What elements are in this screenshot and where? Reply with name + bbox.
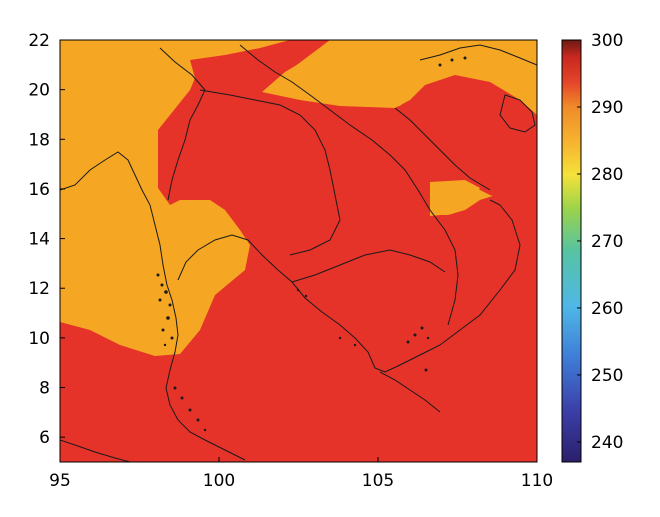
y-tick-label: 10 <box>28 329 50 349</box>
x-axis: 95 100 105 110 <box>49 457 553 491</box>
colorbar-tick-label: 260 <box>591 299 623 319</box>
x-tick-label: 110 <box>521 471 553 491</box>
y-tick-label: 8 <box>39 379 50 399</box>
y-tick-label: 22 <box>28 31 50 51</box>
y-tick-label: 18 <box>28 130 50 150</box>
y-tick-label: 6 <box>39 428 50 448</box>
y-tick-label: 20 <box>28 81 50 101</box>
colorbar-tick-label: 270 <box>591 232 623 252</box>
y-tick-label: 16 <box>28 180 50 200</box>
y-tick-label: 12 <box>28 279 50 299</box>
x-tick-label: 105 <box>362 471 394 491</box>
coastlines <box>60 44 537 462</box>
colorbar-ticks: 240 250 260 270 280 290 300 <box>577 31 623 453</box>
colorbar-tick-label: 290 <box>591 98 623 118</box>
map-frame <box>59 39 538 463</box>
map-plot-area <box>60 40 537 462</box>
colorbar-tick-label: 240 <box>591 433 623 453</box>
field-mid-notch <box>430 180 480 216</box>
field-mid-top-right <box>265 40 537 106</box>
colorbar-tick-label: 280 <box>591 165 623 185</box>
island-clusters <box>156 56 467 432</box>
y-tick-label: 14 <box>28 230 50 250</box>
colorbar: 240 250 260 270 280 290 300 <box>561 31 623 463</box>
x-tick-label: 100 <box>203 471 235 491</box>
x-tick-label: 95 <box>49 471 71 491</box>
y-axis: 6 8 10 12 14 16 18 20 22 <box>28 31 65 448</box>
colorbar-tick-label: 300 <box>591 31 623 51</box>
colorbar-gradient <box>561 39 582 463</box>
colorbar-tick-label: 250 <box>591 366 623 386</box>
